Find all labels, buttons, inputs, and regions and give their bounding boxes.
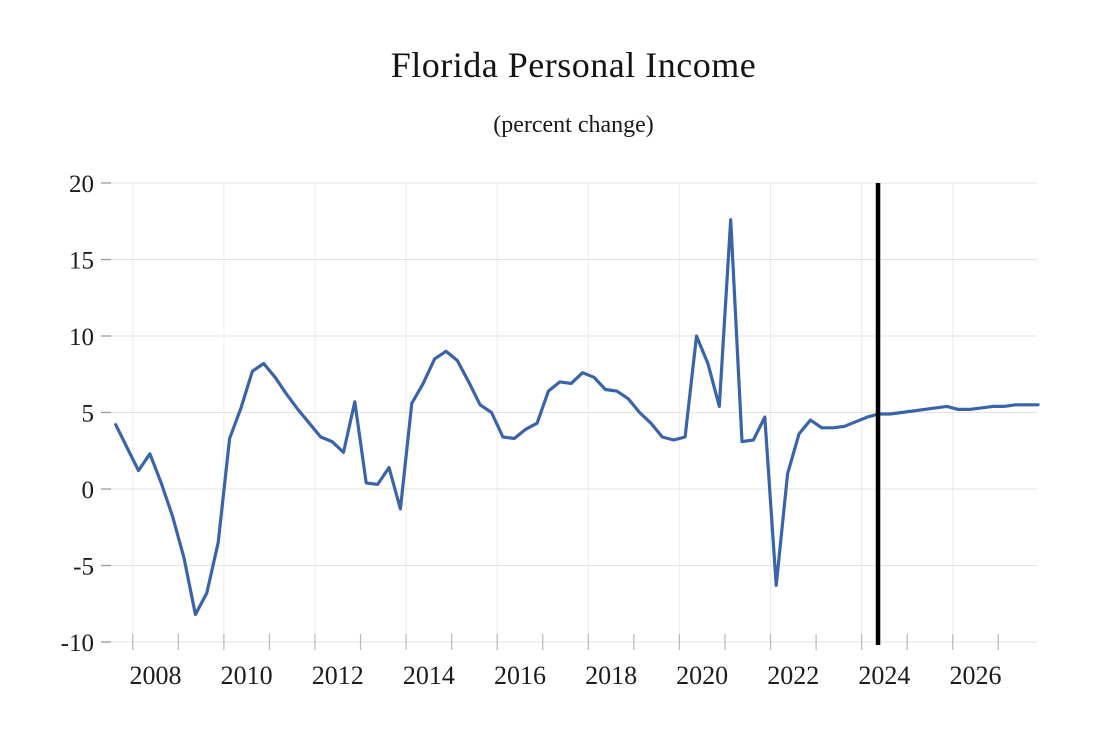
y-tick-label: 10	[69, 324, 94, 351]
y-tick-label: -10	[61, 630, 94, 657]
x-tick-label: 2014	[403, 661, 455, 690]
y-tick-label: 0	[82, 477, 95, 504]
income-line	[114, 218, 1040, 617]
x-tick-label: 2008	[130, 661, 182, 690]
x-tick-label: 2026	[950, 661, 1002, 690]
chart-subtitle: (percent change)	[493, 112, 654, 138]
chart-title: Florida Personal Income	[390, 45, 757, 85]
y-tick-label: 15	[69, 248, 94, 275]
x-tick-label: 2020	[676, 661, 728, 690]
x-tick-label: 2010	[221, 661, 273, 690]
y-tick-label: 5	[82, 401, 95, 428]
y-tick-label: -5	[73, 554, 94, 581]
y-tick-label: 20	[69, 171, 94, 198]
x-tick-label: 2018	[585, 661, 637, 690]
x-tick-label: 2016	[494, 661, 546, 690]
x-tick-label: 2012	[312, 661, 364, 690]
x-tick-label: 2024	[858, 661, 910, 690]
x-tick-label: 2022	[767, 661, 819, 690]
